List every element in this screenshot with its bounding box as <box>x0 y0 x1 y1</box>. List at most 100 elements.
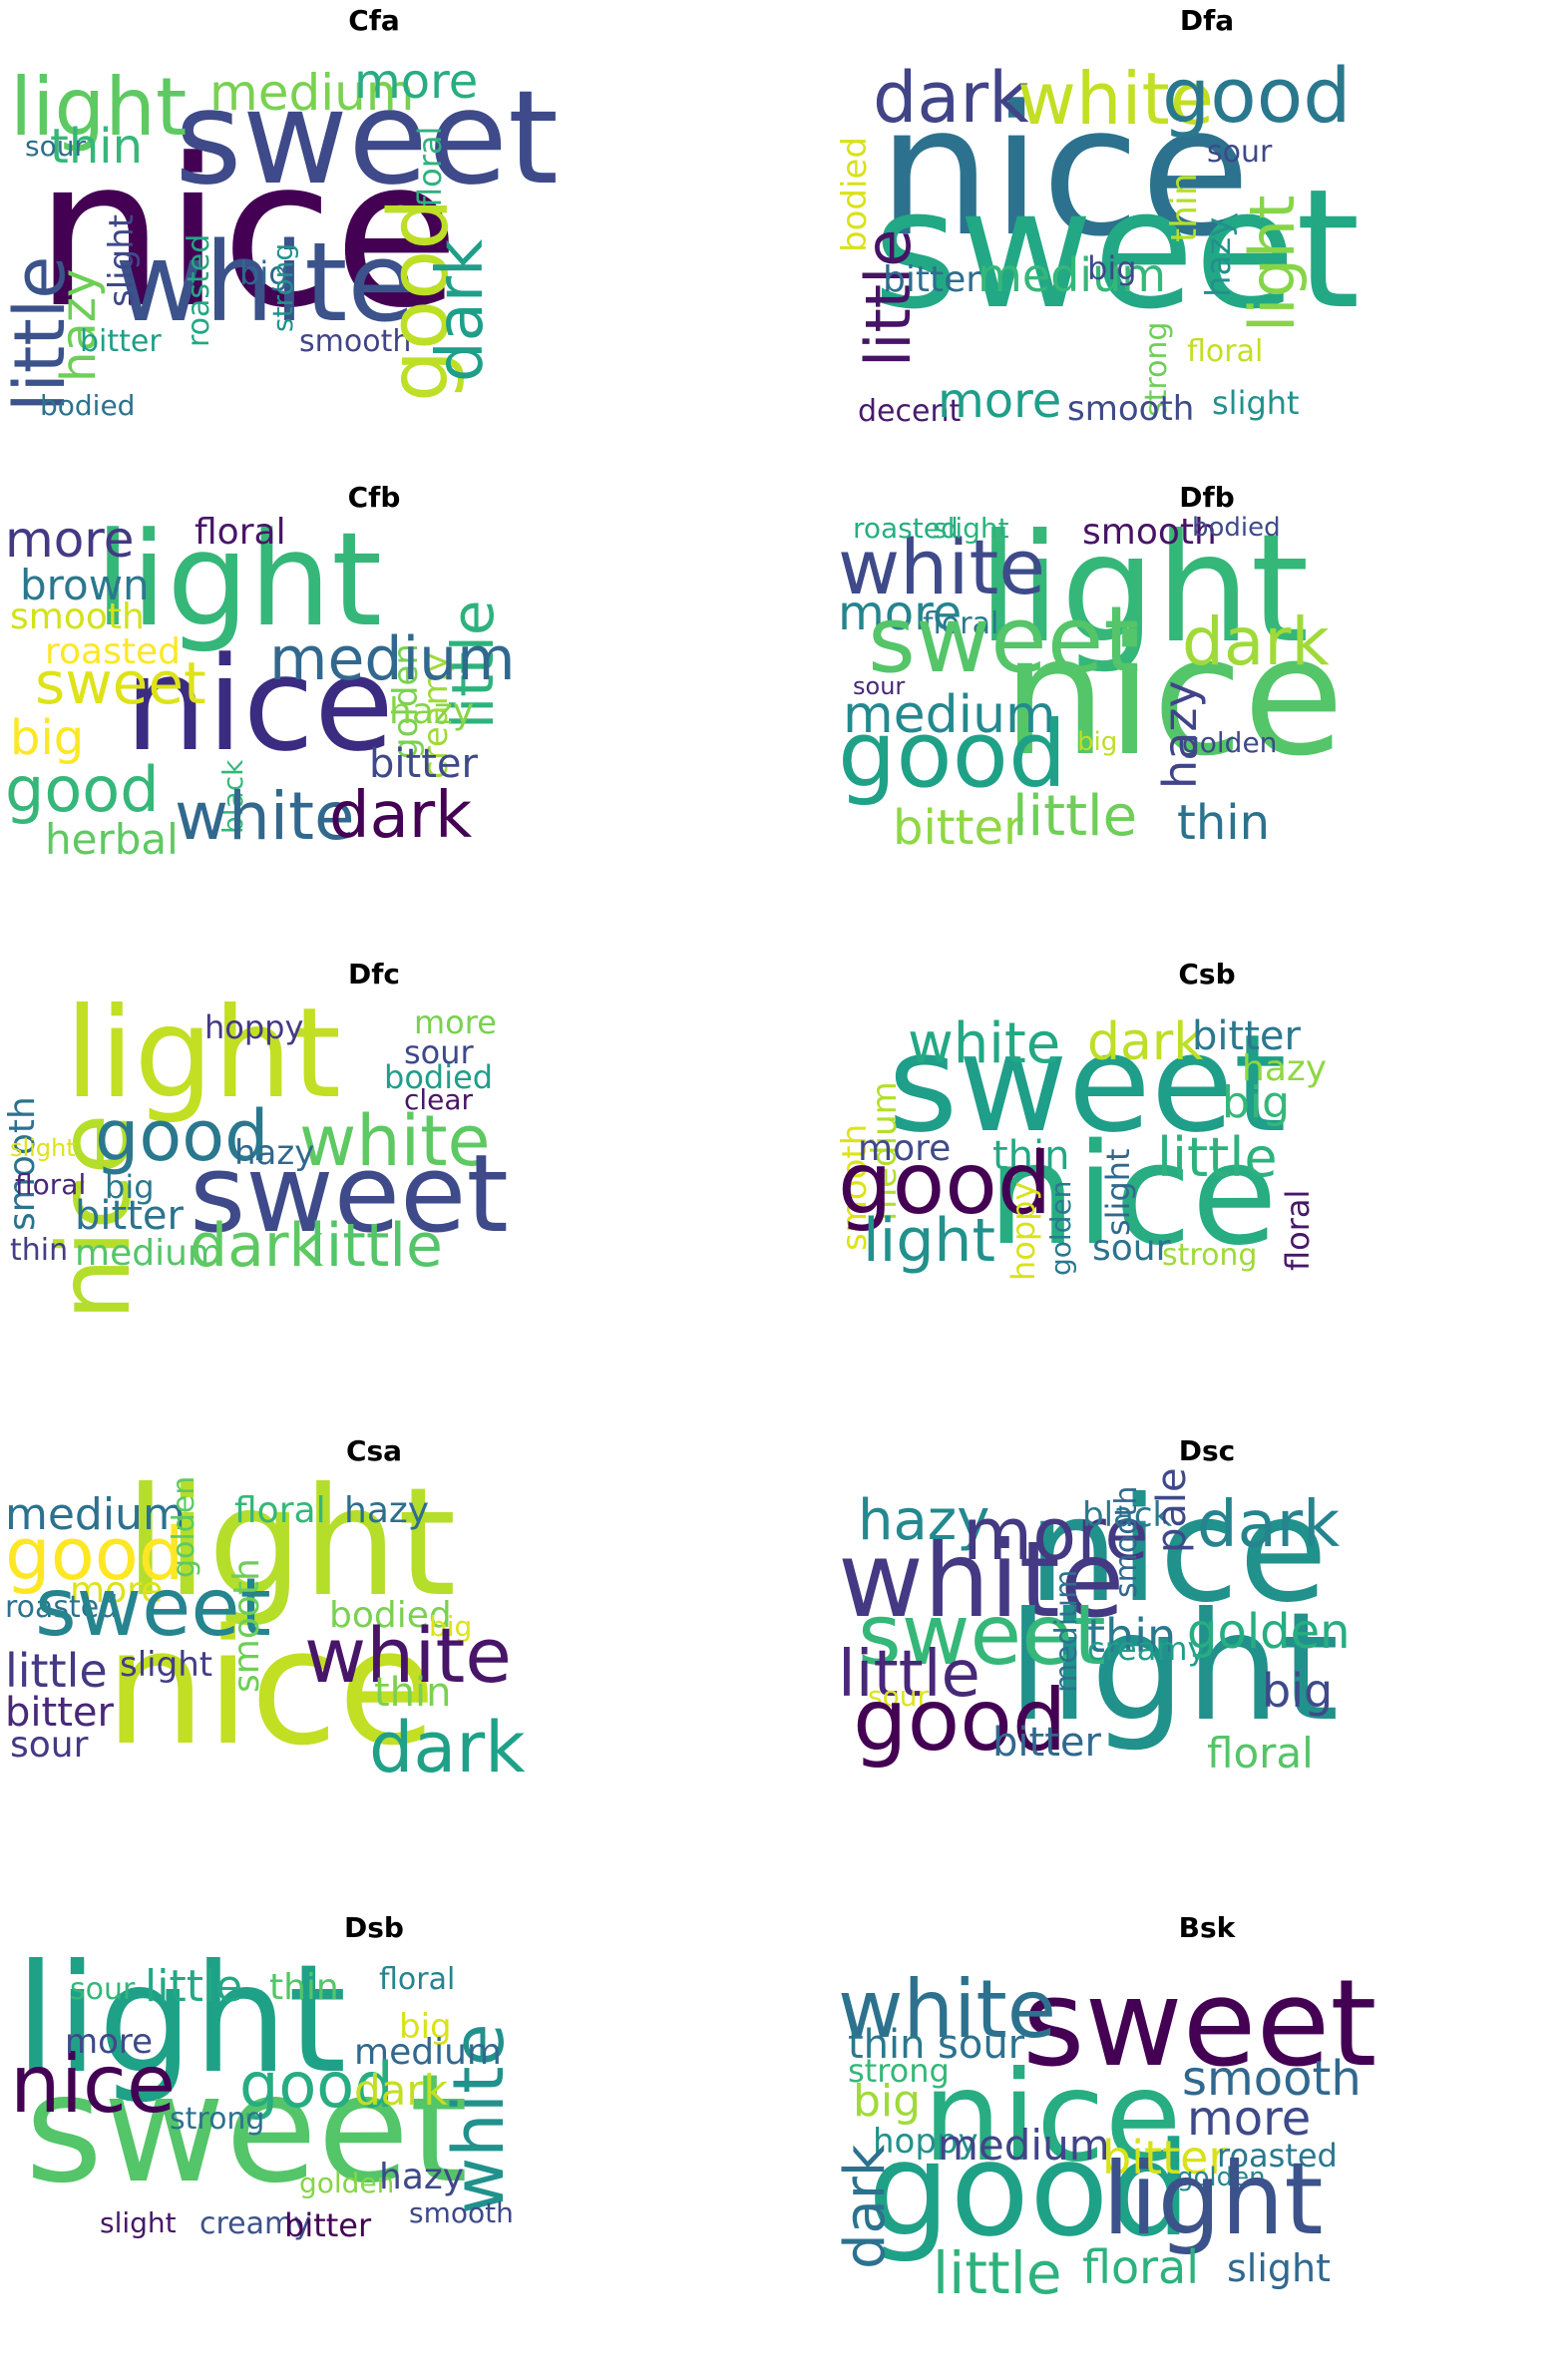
cloud-word: little <box>1157 1126 1278 1189</box>
cloud-word: floral <box>1082 2240 1199 2294</box>
cloud-word: big <box>239 254 289 292</box>
cloud-word: slight <box>102 213 142 307</box>
panel-title: Bsk <box>1178 1911 1236 1944</box>
cloud-word: light <box>125 1456 457 1630</box>
cloud-word: good <box>95 1095 269 1177</box>
cloud-word: light <box>1102 2141 1324 2257</box>
cloud-word: sweet <box>868 587 1140 693</box>
panel-title: Dfc <box>347 958 401 991</box>
cloud-word: little <box>838 1638 980 1712</box>
word-cloud: nice white light hazy more black dark smooth pal… <box>838 1434 1565 1903</box>
cloud-word: hazy <box>344 1490 430 1531</box>
cloud-word: golden <box>299 2167 395 2199</box>
cloud-word: more <box>858 1128 952 1169</box>
word-cloud: light nice medium good golden floral hazy more r… <box>5 1434 743 1903</box>
cloud-word: creamy <box>1087 1630 1207 1668</box>
cloud-word: light <box>1007 1581 1340 1755</box>
cloud-word: smooth <box>10 596 145 637</box>
cloud-word: dark <box>873 57 1029 139</box>
panel-title: Cfa <box>348 4 400 37</box>
cloud-word: nice <box>10 2038 177 2131</box>
cloud-word: nice <box>987 1114 1278 1277</box>
cloud-word: bitter <box>80 324 162 359</box>
cloud-word: big <box>1087 249 1137 287</box>
panel-title: Dsc <box>1178 1434 1236 1467</box>
wordcloud-panel-cfb: Cfb light nice more floral brown smooth roaste… <box>5 481 743 950</box>
wordcloud-panel-dsb: Dsb light sweet nice sour little thin floral wh… <box>5 1911 743 2380</box>
cloud-word: medium <box>269 624 516 694</box>
cloud-word: light <box>10 61 188 154</box>
wordcloud-panel-dsc: Dsc nice white light hazy more black dark smoot… <box>838 1434 1565 1903</box>
cloud-word: smooth <box>1067 389 1195 429</box>
cloud-word: white <box>908 1011 1061 1076</box>
cloud-word: slight <box>10 1134 76 1162</box>
cloud-word: bodied <box>384 1058 494 1096</box>
cloud-word: sweet <box>190 1132 509 1257</box>
cloud-word: strong <box>266 242 299 332</box>
cloud-word: more <box>963 1492 1149 1576</box>
cloud-word: nice <box>1027 1466 1329 1635</box>
cloud-word: big <box>1077 727 1118 757</box>
cloud-word: dark <box>833 2144 898 2269</box>
cloud-word: smooth <box>1082 512 1217 553</box>
cloud-word: thin <box>992 1133 1070 1179</box>
cloud-word: floral <box>1207 1729 1314 1778</box>
cloud-word: strong <box>1162 1238 1258 1273</box>
cloud-word: bitter <box>883 259 981 300</box>
wordcloud-panel-bsk: Bsk sweet nice good white thin sour strong big s… <box>833 1911 1565 2380</box>
cloud-word: strong <box>170 2102 265 2137</box>
cloud-word: floral <box>234 1490 326 1531</box>
cloud-word: more <box>938 373 1062 429</box>
cloud-word: thin <box>1087 1609 1177 1663</box>
word-cloud: sweet nice good white thin sour strong big smoot… <box>833 1911 1565 2380</box>
cloud-word: sour <box>853 672 906 700</box>
word-cloud: light nice more floral brown smooth roasted swe… <box>5 481 743 950</box>
cloud-word: nice <box>105 1594 437 1781</box>
cloud-word: big <box>1262 1664 1334 1718</box>
cloud-word: sweet <box>1022 1955 1377 2094</box>
cloud-word: sour <box>404 1033 474 1071</box>
cloud-word: slight <box>1227 2246 1332 2290</box>
cloud-word: hazy <box>234 1133 315 1173</box>
cloud-word: sour <box>1092 1228 1171 1269</box>
cloud-word: thin <box>50 119 143 175</box>
wordcloud-panel-dfb: Dfb light nice white roasted slight smooth bod… <box>838 481 1565 950</box>
cloud-word: sour <box>868 1680 929 1713</box>
cloud-word: hazy <box>389 691 475 732</box>
cloud-word: good <box>5 753 160 826</box>
cloud-word: medium <box>209 64 415 122</box>
cloud-word: nice <box>923 2045 1182 2189</box>
cloud-word: dark <box>190 1211 324 1281</box>
cloud-word: slight <box>100 2206 177 2239</box>
cloud-word: dark <box>424 238 498 382</box>
cloud-word: bodied <box>40 389 136 422</box>
cloud-word: hazy <box>379 2157 465 2197</box>
cloud-word: medium <box>5 1489 186 1540</box>
cloud-word: light <box>863 1206 995 1276</box>
wordcloud-panel-dfa: Dfa nice sweet dark white good sour bodied litt… <box>835 4 1565 473</box>
cloud-word: floral <box>1279 1189 1317 1271</box>
cloud-word: bitter <box>369 741 478 787</box>
cloud-word: floral <box>15 1168 87 1201</box>
cloud-word: nice <box>35 116 460 353</box>
cloud-word: floral <box>1187 334 1264 369</box>
wordcloud-panel-dfc: Dfc light nice hoppy more sour bodied clear smo… <box>2 958 743 1426</box>
cloud-word: white <box>1017 57 1215 141</box>
cloud-word: hoppy <box>204 1008 304 1046</box>
cloud-word: bitter <box>1192 1013 1301 1059</box>
cloud-word: little <box>1012 784 1138 849</box>
cloud-word: hazy <box>1199 216 1239 297</box>
panel-title: Dsb <box>344 1911 404 1944</box>
cloud-word: medium <box>354 2032 502 2073</box>
cloud-word: nice <box>878 68 1251 276</box>
cloud-word: hazy <box>1242 1048 1328 1089</box>
cloud-word: pale <box>1149 1467 1195 1553</box>
cloud-word: white <box>304 1611 512 1700</box>
cloud-word: bitter <box>992 1720 1101 1766</box>
cloud-word: golden <box>1182 726 1278 759</box>
cloud-word: slight <box>1212 384 1300 422</box>
cloud-word: sour <box>938 2022 1025 2068</box>
cloud-word: thin <box>1177 795 1270 851</box>
cloud-word: big <box>429 1610 473 1643</box>
cloud-word: slight <box>1099 1148 1137 1236</box>
